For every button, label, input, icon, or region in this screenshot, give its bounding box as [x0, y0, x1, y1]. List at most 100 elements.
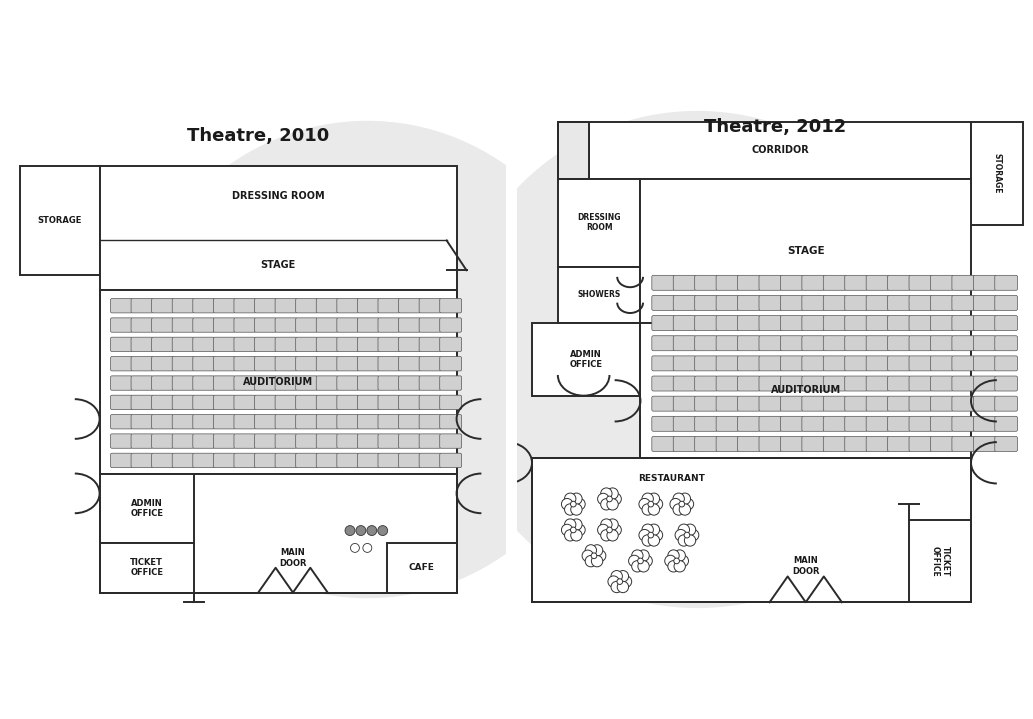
- Circle shape: [585, 545, 597, 556]
- FancyBboxPatch shape: [909, 275, 932, 290]
- FancyBboxPatch shape: [214, 357, 236, 371]
- Circle shape: [585, 556, 597, 567]
- Circle shape: [643, 535, 654, 546]
- FancyBboxPatch shape: [316, 395, 338, 410]
- FancyBboxPatch shape: [674, 376, 696, 391]
- FancyBboxPatch shape: [111, 298, 132, 313]
- FancyBboxPatch shape: [973, 316, 996, 331]
- FancyBboxPatch shape: [995, 416, 1018, 431]
- FancyBboxPatch shape: [909, 416, 932, 431]
- FancyBboxPatch shape: [931, 436, 953, 452]
- FancyBboxPatch shape: [759, 296, 782, 311]
- FancyBboxPatch shape: [111, 395, 132, 410]
- FancyBboxPatch shape: [193, 395, 215, 410]
- Circle shape: [643, 504, 654, 516]
- FancyBboxPatch shape: [952, 396, 975, 411]
- FancyBboxPatch shape: [738, 336, 760, 351]
- FancyBboxPatch shape: [357, 376, 379, 390]
- FancyBboxPatch shape: [275, 453, 296, 467]
- FancyBboxPatch shape: [823, 275, 846, 290]
- Bar: [99, 290, 457, 474]
- FancyBboxPatch shape: [845, 376, 868, 391]
- FancyBboxPatch shape: [173, 376, 194, 390]
- Text: TICKET
OFFICE: TICKET OFFICE: [931, 546, 949, 577]
- FancyBboxPatch shape: [909, 356, 932, 371]
- FancyBboxPatch shape: [419, 395, 441, 410]
- FancyBboxPatch shape: [802, 296, 824, 311]
- Circle shape: [649, 524, 660, 536]
- FancyBboxPatch shape: [214, 453, 236, 467]
- FancyBboxPatch shape: [233, 376, 256, 390]
- FancyBboxPatch shape: [233, 357, 256, 371]
- FancyBboxPatch shape: [378, 298, 400, 313]
- FancyBboxPatch shape: [694, 376, 717, 391]
- Text: AUDITORIUM: AUDITORIUM: [771, 385, 841, 395]
- Circle shape: [674, 504, 685, 516]
- FancyBboxPatch shape: [995, 436, 1018, 452]
- Circle shape: [667, 561, 680, 572]
- FancyBboxPatch shape: [152, 318, 174, 332]
- FancyBboxPatch shape: [316, 376, 338, 390]
- FancyBboxPatch shape: [440, 395, 462, 410]
- Circle shape: [631, 550, 643, 562]
- FancyBboxPatch shape: [716, 296, 739, 311]
- FancyBboxPatch shape: [781, 376, 804, 391]
- FancyBboxPatch shape: [823, 296, 846, 311]
- FancyBboxPatch shape: [378, 415, 400, 429]
- FancyBboxPatch shape: [694, 396, 717, 411]
- Text: Theatre, 2012: Theatre, 2012: [703, 118, 846, 136]
- FancyBboxPatch shape: [214, 376, 236, 390]
- FancyBboxPatch shape: [152, 415, 174, 429]
- FancyBboxPatch shape: [802, 376, 824, 391]
- FancyBboxPatch shape: [973, 416, 996, 431]
- Circle shape: [637, 550, 650, 562]
- FancyBboxPatch shape: [419, 453, 441, 467]
- Text: DRESSING
ROOM: DRESSING ROOM: [577, 213, 621, 232]
- Circle shape: [601, 530, 612, 541]
- FancyBboxPatch shape: [233, 415, 256, 429]
- Circle shape: [606, 488, 618, 499]
- FancyBboxPatch shape: [738, 296, 760, 311]
- FancyBboxPatch shape: [995, 336, 1018, 351]
- FancyBboxPatch shape: [173, 318, 194, 332]
- FancyBboxPatch shape: [909, 436, 932, 452]
- Text: AUDITORIUM: AUDITORIUM: [243, 377, 313, 387]
- FancyBboxPatch shape: [759, 416, 782, 431]
- FancyBboxPatch shape: [652, 296, 675, 311]
- Circle shape: [609, 493, 622, 505]
- FancyBboxPatch shape: [357, 318, 379, 332]
- FancyBboxPatch shape: [337, 453, 358, 467]
- Circle shape: [612, 571, 622, 582]
- FancyBboxPatch shape: [254, 318, 277, 332]
- FancyBboxPatch shape: [973, 356, 996, 371]
- FancyBboxPatch shape: [173, 395, 194, 410]
- Circle shape: [570, 527, 576, 533]
- FancyBboxPatch shape: [973, 436, 996, 452]
- FancyBboxPatch shape: [887, 296, 910, 311]
- FancyBboxPatch shape: [694, 296, 717, 311]
- FancyBboxPatch shape: [357, 415, 379, 429]
- FancyBboxPatch shape: [399, 318, 420, 332]
- Text: ADMIN
OFFICE: ADMIN OFFICE: [130, 498, 163, 518]
- FancyBboxPatch shape: [316, 357, 338, 371]
- FancyBboxPatch shape: [674, 316, 696, 331]
- FancyBboxPatch shape: [866, 275, 888, 290]
- Circle shape: [574, 498, 586, 510]
- FancyBboxPatch shape: [781, 336, 804, 351]
- FancyBboxPatch shape: [738, 316, 760, 331]
- FancyBboxPatch shape: [823, 396, 846, 411]
- FancyBboxPatch shape: [233, 395, 256, 410]
- FancyBboxPatch shape: [214, 337, 236, 352]
- FancyBboxPatch shape: [738, 416, 760, 431]
- FancyBboxPatch shape: [111, 357, 132, 371]
- Circle shape: [356, 526, 366, 536]
- FancyBboxPatch shape: [823, 356, 846, 371]
- FancyBboxPatch shape: [845, 356, 868, 371]
- FancyBboxPatch shape: [214, 415, 236, 429]
- FancyBboxPatch shape: [131, 434, 153, 448]
- FancyBboxPatch shape: [759, 356, 782, 371]
- FancyBboxPatch shape: [674, 416, 696, 431]
- FancyBboxPatch shape: [716, 376, 739, 391]
- Text: CAFE: CAFE: [409, 563, 435, 572]
- FancyBboxPatch shape: [652, 396, 675, 411]
